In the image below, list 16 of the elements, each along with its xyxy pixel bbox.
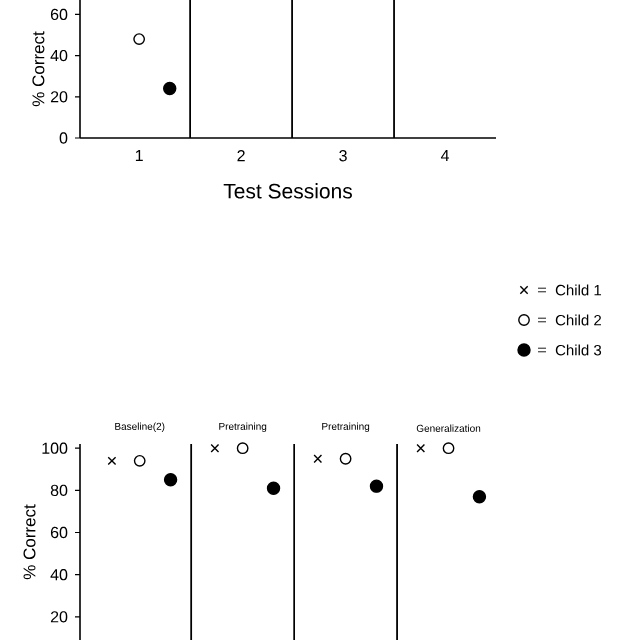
y-tick-label: 100 bbox=[42, 442, 68, 454]
y-axis-title: % Correct bbox=[32, 31, 45, 107]
y-tick-label: 40 bbox=[50, 49, 68, 62]
y-tick-label: 60 bbox=[50, 526, 68, 539]
y-tick-label: 20 bbox=[50, 91, 68, 103]
y-tick-label: 40 bbox=[50, 569, 68, 581]
x-axis-title: Test Sessions bbox=[223, 183, 352, 199]
y-tick-label: 80 bbox=[50, 484, 68, 497]
y-tick-label: 20 bbox=[50, 611, 68, 623]
x-tick-label: 3 bbox=[339, 150, 347, 162]
y-tick-label: 60 bbox=[50, 8, 68, 21]
y-axis-title: % Correct bbox=[23, 504, 36, 580]
y-tick-label: 0 bbox=[59, 132, 68, 144]
x-tick-label: 1 bbox=[135, 150, 143, 162]
x-tick-label: 4 bbox=[440, 150, 450, 162]
x-tick-label: 2 bbox=[237, 150, 245, 162]
